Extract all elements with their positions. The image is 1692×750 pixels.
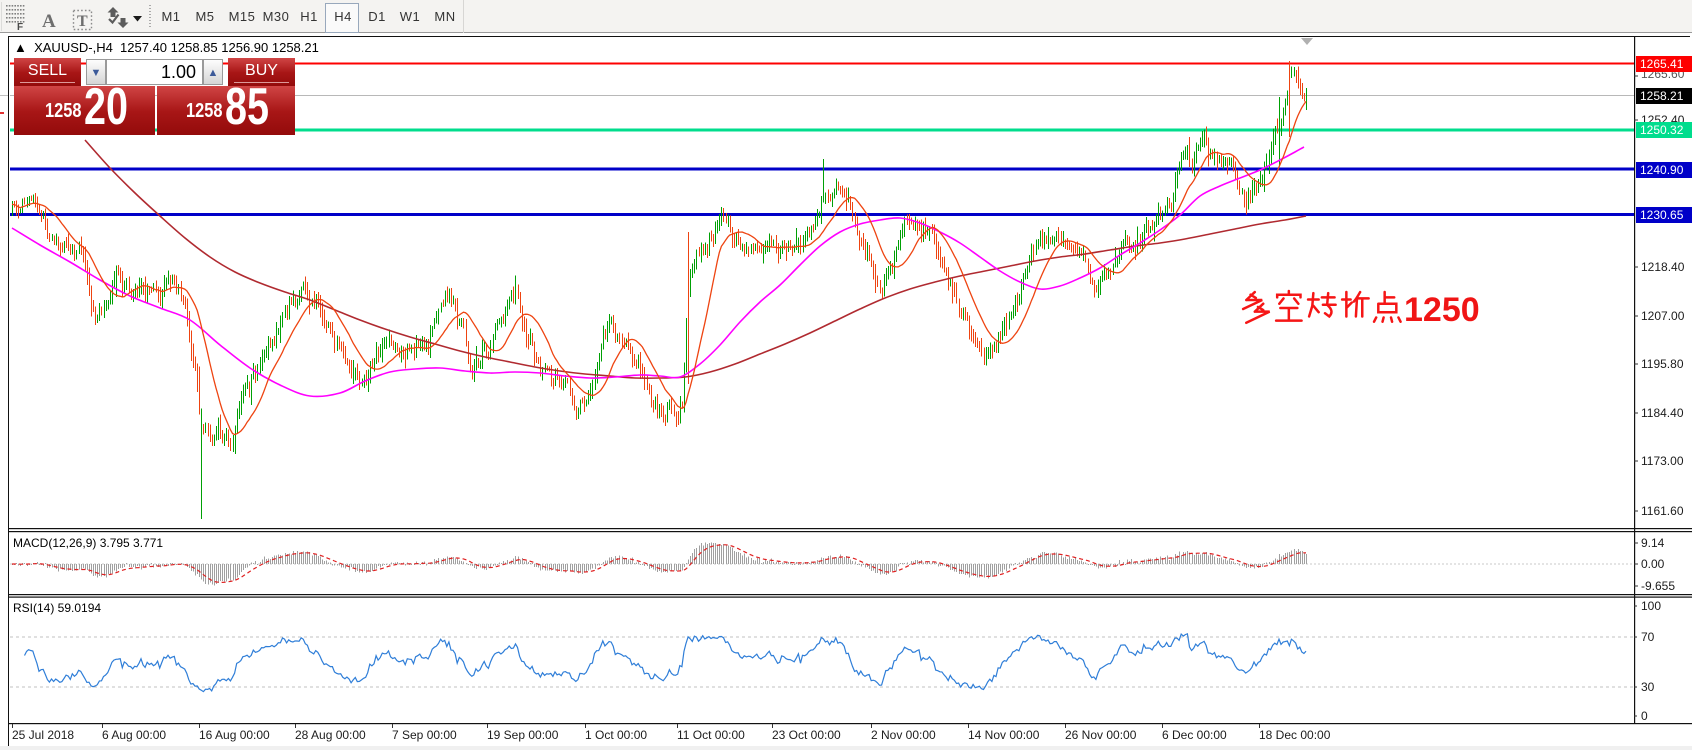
svg-text:A: A xyxy=(42,11,56,31)
svg-text:T: T xyxy=(77,13,88,30)
svg-text:1250: 1250 xyxy=(1404,291,1480,329)
svg-text:F: F xyxy=(17,22,23,31)
